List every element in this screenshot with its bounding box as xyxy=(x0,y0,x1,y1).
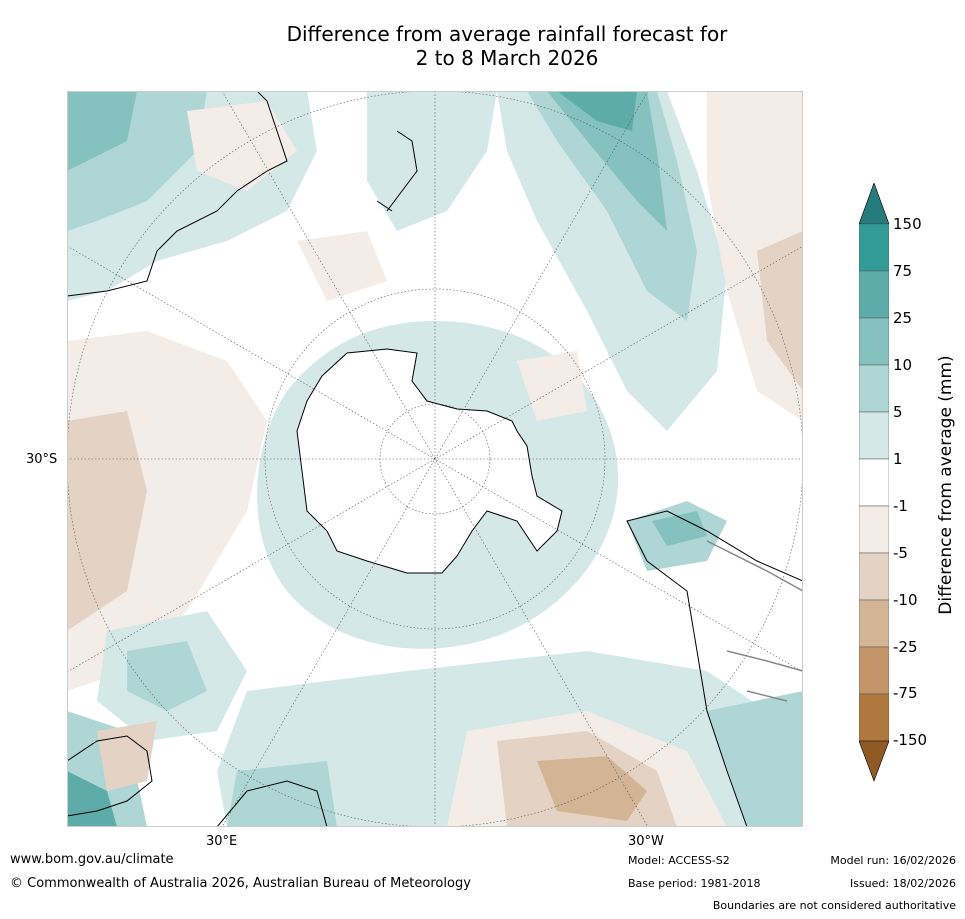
model-text: Model: ACCESS-S2 xyxy=(628,854,730,867)
colorbar-tick: -10 xyxy=(893,591,918,609)
colorbar-tick: -150 xyxy=(893,731,928,749)
colorbar-band xyxy=(858,646,890,695)
issued-text: Issued: 18/02/2026 xyxy=(849,877,956,890)
colorbar-tick: 1 xyxy=(893,450,903,468)
graticule xyxy=(67,91,803,827)
anomaly-region xyxy=(757,231,803,391)
new-zealand xyxy=(376,130,418,212)
colorbar-tick: 150 xyxy=(893,215,922,233)
country-borders xyxy=(706,540,803,702)
anomaly-region xyxy=(67,411,147,631)
rainfall-anomaly-shading xyxy=(67,91,803,827)
colorbar-tick: 10 xyxy=(893,356,913,374)
lat-label-30s: 30°S xyxy=(26,452,58,467)
colorbar-svg xyxy=(858,182,890,782)
model-run-text: Model run: 16/02/2026 xyxy=(830,854,956,867)
africa xyxy=(67,735,328,827)
anomaly-region xyxy=(537,756,647,821)
antarctica xyxy=(296,348,563,574)
base-period-text: Base period: 1981-2018 xyxy=(628,877,761,890)
anomaly-region xyxy=(707,691,803,827)
colorbar-band xyxy=(858,364,890,413)
colorbar-band xyxy=(858,599,890,648)
anomaly-region xyxy=(127,641,207,711)
map-frame xyxy=(67,91,803,827)
colorbar-tick: -25 xyxy=(893,638,918,656)
disclaimer-text: Boundaries are not considered authoritat… xyxy=(712,899,956,912)
lon-label-30e: 30°E xyxy=(206,834,238,849)
colorbar-tick: -5 xyxy=(893,544,908,562)
anomaly-region xyxy=(652,511,707,546)
colorbar-tick: -75 xyxy=(893,684,918,702)
lon-label-30w: 30°W xyxy=(628,834,664,849)
anomaly-region xyxy=(297,231,387,301)
colorbar-extend-top xyxy=(858,182,890,225)
website-link[interactable]: www.bom.gov.au/climate xyxy=(10,852,174,867)
colorbar-band xyxy=(858,693,890,742)
anomaly-region xyxy=(367,91,497,231)
copyright-text: © Commonwealth of Australia 2026, Austra… xyxy=(10,876,471,891)
colorbar-band xyxy=(858,552,890,601)
colorbar-title: Difference from average (mm) xyxy=(936,355,956,615)
colorbar-band xyxy=(858,270,890,319)
colorbar-tick: -1 xyxy=(893,497,908,515)
colorbar-tick: 5 xyxy=(893,403,903,421)
colorbar-band xyxy=(858,411,890,460)
colorbar-band xyxy=(858,223,890,272)
australia xyxy=(67,91,288,297)
anomaly-region xyxy=(67,771,117,827)
anomaly-region xyxy=(557,91,637,131)
colorbar-band xyxy=(858,458,890,507)
title-line-2: 2 to 8 March 2026 xyxy=(415,46,599,70)
map-svg xyxy=(67,91,803,827)
anomaly-region xyxy=(67,91,137,171)
rainfall-map xyxy=(67,91,803,827)
colorbar-tick: 25 xyxy=(893,309,913,327)
colorbar-band xyxy=(858,505,890,554)
south-america xyxy=(626,510,803,827)
anomaly-region xyxy=(547,91,667,231)
colorbar-extend-bottom xyxy=(858,740,890,782)
chart-title: Difference from average rainfall forecas… xyxy=(0,22,965,70)
title-line-1: Difference from average rainfall forecas… xyxy=(286,22,728,46)
colorbar-band xyxy=(858,317,890,366)
colorbar-tick: 75 xyxy=(893,262,913,280)
colorbar xyxy=(858,182,890,783)
anomaly-region xyxy=(517,351,587,421)
